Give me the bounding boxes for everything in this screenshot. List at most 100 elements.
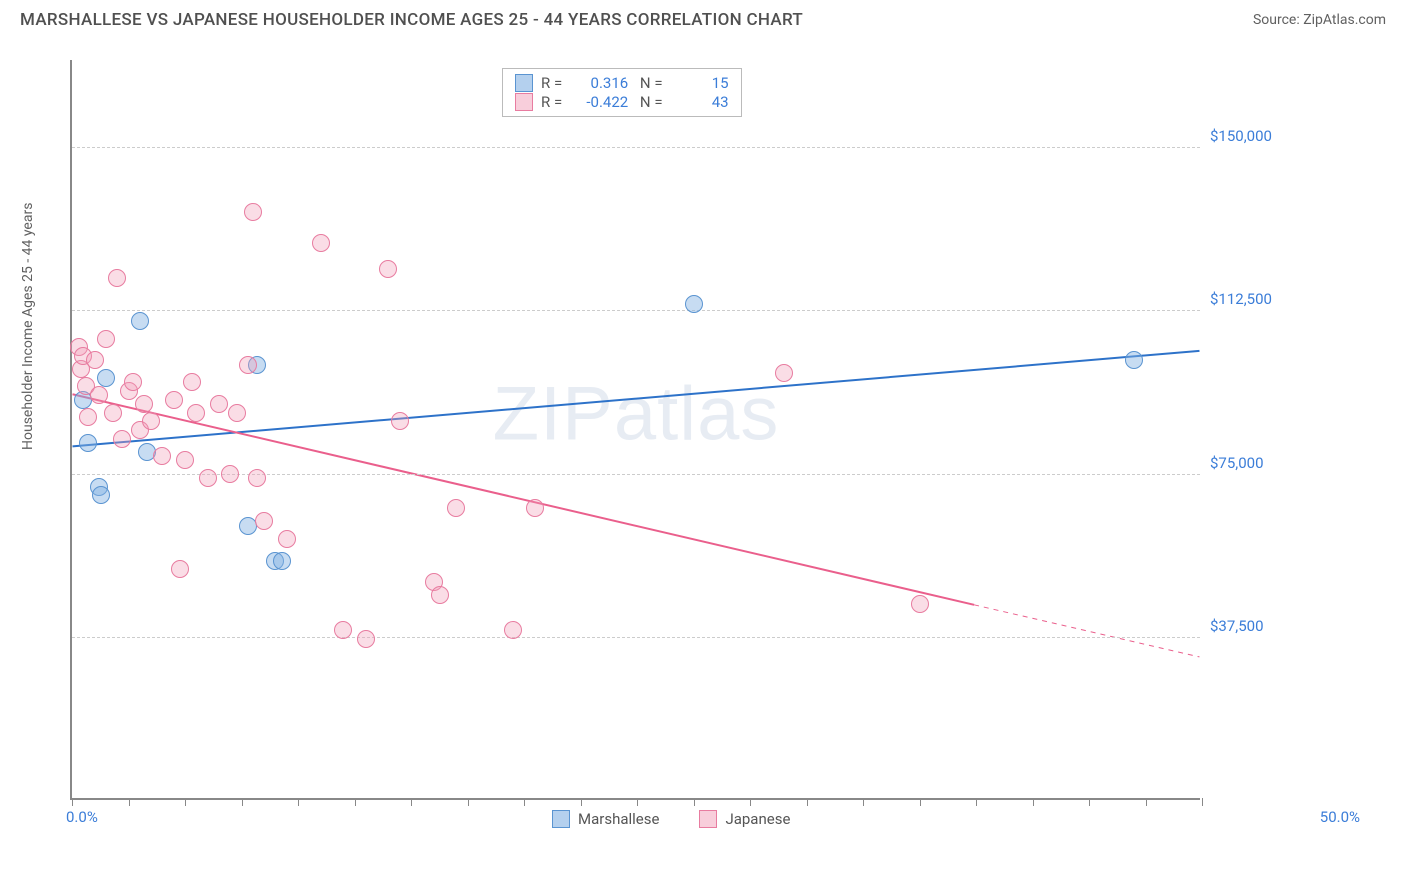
y-axis-label: Householder Income Ages 25 - 44 years <box>20 203 36 450</box>
y-tick-label: $150,000 <box>1210 127 1272 145</box>
source-attribution: Source: ZipAtlas.com <box>1253 12 1386 28</box>
scatter-point <box>312 234 330 252</box>
stat-n-label: N = <box>636 74 662 92</box>
x-tick <box>242 798 243 806</box>
scatter-point <box>171 560 189 578</box>
gridline <box>72 310 1200 311</box>
scatter-point <box>273 552 291 570</box>
x-tick <box>976 798 977 806</box>
x-tick <box>637 798 638 806</box>
scatter-point <box>187 404 205 422</box>
chart-container: Householder Income Ages 25 - 44 years ZI… <box>50 50 1380 830</box>
swatch-pink-icon <box>515 93 533 111</box>
scatter-point <box>176 451 194 469</box>
x-tick <box>355 798 356 806</box>
scatter-point <box>255 512 273 530</box>
stat-r-value: -0.422 <box>570 93 628 111</box>
scatter-point <box>135 395 153 413</box>
scatter-point <box>104 404 122 422</box>
x-tick <box>807 798 808 806</box>
scatter-point <box>124 373 142 391</box>
x-tick <box>1089 798 1090 806</box>
scatter-point <box>97 330 115 348</box>
x-tick <box>72 798 73 806</box>
x-tick <box>1033 798 1034 806</box>
x-tick <box>1202 798 1203 806</box>
y-tick-label: $112,500 <box>1210 290 1272 308</box>
x-tick <box>524 798 525 806</box>
scatter-point <box>108 269 126 287</box>
stat-n-value: 43 <box>671 93 729 111</box>
x-tick <box>863 798 864 806</box>
stat-n-value: 15 <box>671 74 729 92</box>
y-tick-label: $37,500 <box>1210 617 1264 635</box>
scatter-point <box>79 434 97 452</box>
x-tick <box>468 798 469 806</box>
scatter-point <box>165 391 183 409</box>
scatter-point <box>153 447 171 465</box>
scatter-point <box>142 412 160 430</box>
x-tick <box>411 798 412 806</box>
scatter-point <box>199 469 217 487</box>
scatter-point <box>357 630 375 648</box>
x-tick <box>1146 798 1147 806</box>
scatter-point <box>911 595 929 613</box>
scatter-point <box>239 356 257 374</box>
scatter-point <box>183 373 201 391</box>
scatter-point <box>86 351 104 369</box>
x-max-label: 50.0% <box>1320 808 1360 826</box>
x-tick <box>694 798 695 806</box>
chart-title: MARSHALLESE VS JAPANESE HOUSEHOLDER INCO… <box>20 10 803 30</box>
stat-r-value: 0.316 <box>570 74 628 92</box>
scatter-point <box>278 530 296 548</box>
scatter-point <box>228 404 246 422</box>
trend-lines-layer <box>72 60 1200 798</box>
stat-r-label: R = <box>541 93 562 111</box>
legend: Marshallese Japanese <box>552 810 790 828</box>
swatch-pink-icon <box>699 810 717 828</box>
x-tick <box>185 798 186 806</box>
legend-item-japanese: Japanese <box>699 810 790 828</box>
y-tick-label: $75,000 <box>1210 454 1264 472</box>
scatter-point <box>685 295 703 313</box>
gridline <box>72 474 1200 475</box>
x-tick <box>581 798 582 806</box>
scatter-point <box>92 486 110 504</box>
scatter-point <box>775 364 793 382</box>
scatter-point <box>113 430 131 448</box>
plot-area: ZIPatlas R = 0.316 N = 15 R = -0.422 N =… <box>70 60 1200 800</box>
gridline <box>72 637 1200 638</box>
scatter-point <box>526 499 544 517</box>
scatter-point <box>1125 351 1143 369</box>
x-tick <box>750 798 751 806</box>
scatter-point <box>90 386 108 404</box>
stat-r-label: R = <box>541 74 562 92</box>
swatch-blue-icon <box>552 810 570 828</box>
scatter-point <box>447 499 465 517</box>
watermark: ZIPatlas <box>493 371 780 458</box>
stats-row-marshallese: R = 0.316 N = 15 <box>515 74 729 92</box>
scatter-point <box>431 586 449 604</box>
scatter-point <box>221 465 239 483</box>
scatter-point <box>97 369 115 387</box>
scatter-point <box>379 260 397 278</box>
x-tick <box>298 798 299 806</box>
scatter-point <box>79 408 97 426</box>
swatch-blue-icon <box>515 74 533 92</box>
legend-label: Japanese <box>725 810 790 828</box>
scatter-point <box>244 203 262 221</box>
stats-row-japanese: R = -0.422 N = 43 <box>515 93 729 111</box>
scatter-point <box>210 395 228 413</box>
x-tick <box>129 798 130 806</box>
legend-item-marshallese: Marshallese <box>552 810 659 828</box>
scatter-point <box>334 621 352 639</box>
gridline <box>72 147 1200 148</box>
stat-n-label: N = <box>636 93 662 111</box>
x-min-label: 0.0% <box>66 808 98 826</box>
correlation-stats-box: R = 0.316 N = 15 R = -0.422 N = 43 <box>502 68 742 117</box>
legend-label: Marshallese <box>578 810 659 828</box>
scatter-point <box>391 412 409 430</box>
scatter-point <box>248 469 266 487</box>
x-tick <box>920 798 921 806</box>
scatter-point <box>131 312 149 330</box>
